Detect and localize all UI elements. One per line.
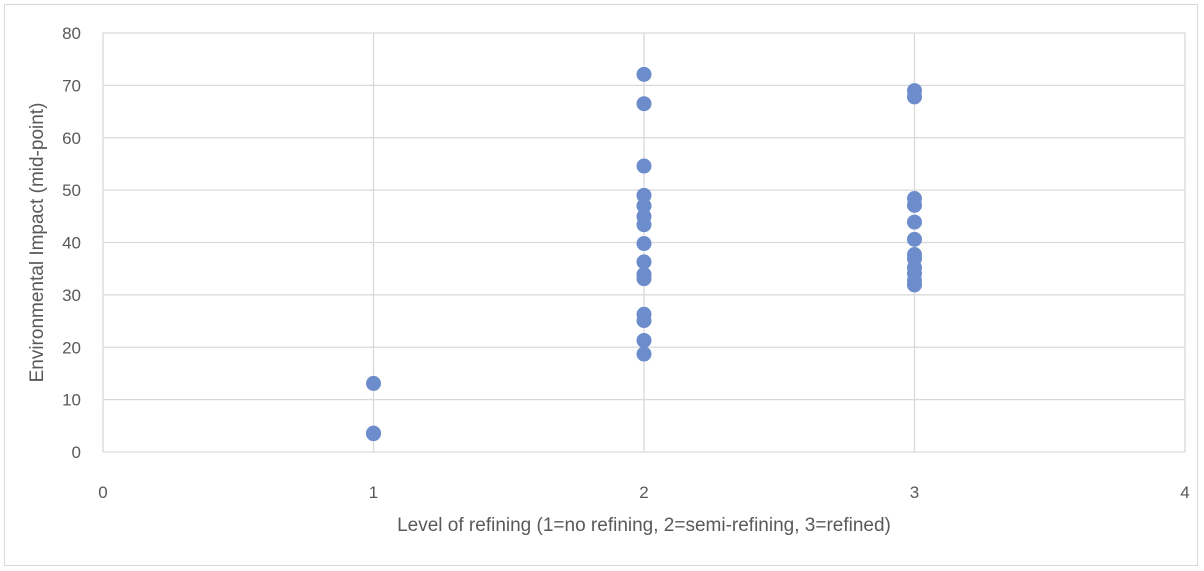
y-tick-label: 30: [62, 286, 81, 305]
data-point: [636, 96, 652, 112]
data-point: [907, 277, 922, 293]
data-point: [907, 214, 922, 230]
data-point: [636, 158, 652, 174]
data-point: [636, 332, 652, 348]
data-point: [636, 217, 652, 233]
y-tick-label: 20: [62, 338, 81, 357]
y-tick-label: 0: [72, 443, 81, 462]
x-tick-label: 0: [98, 483, 107, 502]
y-tick-label: 10: [62, 391, 81, 410]
data-point: [636, 346, 652, 362]
y-tick-label: 40: [62, 234, 81, 253]
data-points: [366, 66, 922, 442]
data-point: [907, 89, 922, 105]
y-axis-title: Environmental Impact (mid-point): [27, 103, 48, 383]
tick-labels: 0 10 20 30 40 50 60 70 80 0 1 2 3 4: [62, 24, 1190, 502]
data-point: [366, 425, 381, 441]
y-tick-label: 70: [62, 76, 81, 95]
chart-frame: [4, 4, 1198, 566]
data-point: [636, 254, 652, 270]
data-point: [636, 313, 652, 329]
y-tick-label: 50: [62, 181, 81, 200]
y-tick-label: 60: [62, 129, 81, 148]
data-point: [366, 375, 381, 391]
data-point: [636, 271, 652, 287]
x-tick-label: 2: [639, 483, 648, 502]
data-point: [636, 236, 652, 252]
x-tick-label: 1: [369, 483, 378, 502]
x-tick-label: 3: [910, 483, 919, 502]
x-tick-label: 4: [1180, 483, 1189, 502]
data-point: [636, 66, 652, 82]
data-point: [907, 231, 922, 247]
x-axis-title: Level of refining (1=no refining, 2=semi…: [397, 515, 891, 536]
data-point: [907, 197, 922, 213]
y-tick-label: 80: [62, 24, 81, 43]
